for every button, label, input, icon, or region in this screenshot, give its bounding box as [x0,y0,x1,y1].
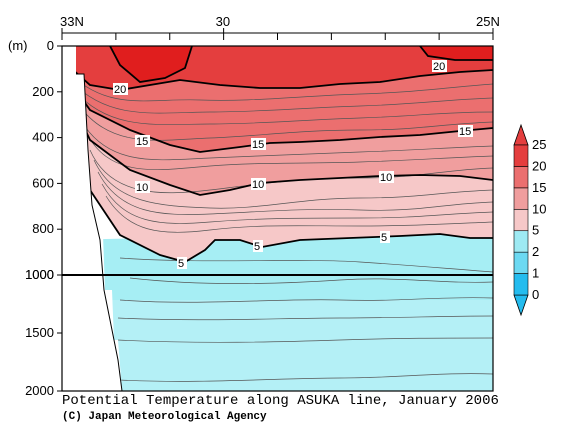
colorbar-top-arrow [513,123,529,146]
band-deep-texture [62,300,493,391]
top-axis-minor-ticks [61,28,494,40]
plot-frame [61,45,494,392]
figure-caption: Potential Temperature along ASUKA line, … [62,393,499,409]
contour-label: 10 [136,182,148,194]
contour-25-right [419,46,493,61]
colorbar-bottom-arrow [513,294,529,317]
colorbar-swatch [513,230,529,253]
colorbar-label: 25 [532,137,546,152]
colorbar-label: 15 [532,180,546,195]
contour-label: 5 [178,258,184,270]
y-tick-label: 800 [32,221,54,236]
y-tick-label: 600 [32,175,54,190]
contour-label: 15 [459,126,471,138]
colorbar-label: 1 [532,266,539,281]
contour-label: 15 [136,136,148,148]
y-tick-label: 1000 [25,267,54,282]
colorbar-swatch [513,251,529,274]
y-tick-label: 200 [32,84,54,99]
contour-5 [62,99,493,263]
contour-label-group: 20 20 15 15 15 10 10 10 5 5 5 [113,60,473,270]
x-tick-label: 30 [216,14,230,29]
colorbar-label: 5 [532,223,539,238]
station-ticks [73,34,477,40]
band-over-25-right [420,46,493,60]
contour-label: 20 [114,84,126,96]
contour-label: 20 [433,61,445,73]
contour-25-left [109,46,193,83]
y-tick-label: 400 [32,130,54,145]
y-tick-label: 1500 [25,325,54,340]
colorbar-label: 0 [532,287,539,302]
y-axis-unit: (m) [8,38,28,53]
colorbar-label: 10 [532,201,546,216]
contour-label: 10 [252,179,264,191]
y-tick-label: 1000 [25,267,54,282]
contour-label: 5 [381,232,387,244]
y-tick-label: 0 [47,38,54,53]
colorbar-label: 2 [532,244,539,259]
colorbar-swatch [513,166,529,189]
contour-label: 10 [380,172,392,184]
x-tick-label: 33N [60,14,84,29]
colorbar-swatch [513,273,529,296]
contour-label: 15 [252,139,264,151]
figure-credit: (C) Japan Meteorological Agency [62,411,267,423]
colorbar-swatch [513,208,529,232]
colorbar-swatch [513,187,529,210]
colorbar-swatch [513,144,529,167]
x-tick-label: 25N [476,14,500,29]
y-tick-label: 2000 [25,383,54,398]
slope-line [76,73,123,391]
contour-15 [62,69,493,153]
plot-area: 20 20 15 15 15 10 10 10 5 5 5 [62,34,493,391]
contour-label: 5 [254,241,260,253]
colorbar-label: 20 [532,158,546,173]
